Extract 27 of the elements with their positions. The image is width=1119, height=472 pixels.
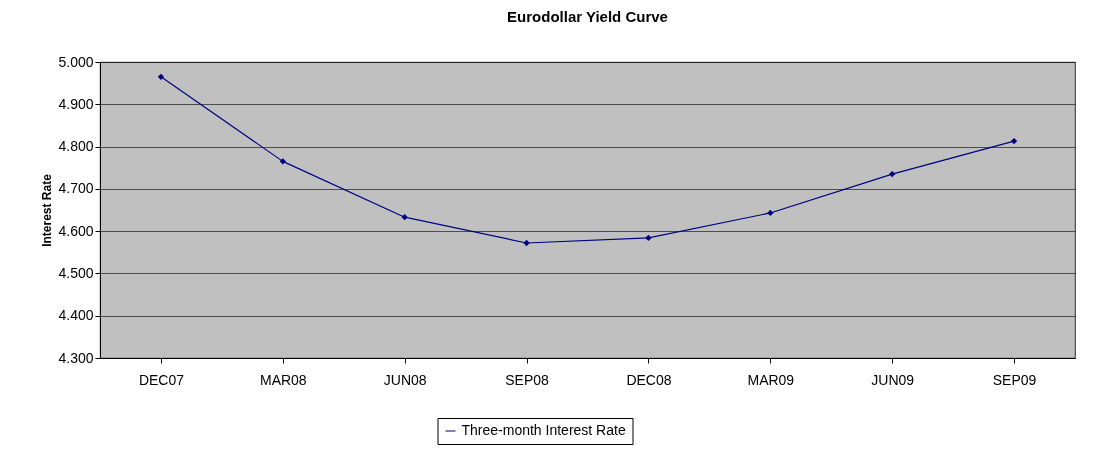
x-tick-label: SEP08 (505, 371, 550, 388)
y-tick-label: 5.000 (58, 53, 94, 70)
x-tick-label: MAR09 (747, 371, 795, 388)
y-tick-label: 4.300 (58, 349, 94, 366)
point (401, 214, 408, 221)
y-tick-label: 4.700 (58, 180, 94, 197)
point (1010, 137, 1018, 145)
point (889, 170, 896, 178)
x-tick-label: JUN08 (383, 371, 427, 388)
x-tick-label: SEP09 (992, 371, 1037, 388)
x-tick-label: JUN09 (871, 371, 915, 388)
point (645, 234, 652, 242)
point (279, 158, 286, 165)
y-tick-label: 4.900 (58, 95, 94, 112)
y-tick-label: 4.400 (58, 307, 94, 324)
y-tick-label: 4.600 (58, 222, 94, 239)
chart-title: Eurodollar Yield Curve (507, 8, 668, 25)
y-axis-title: Interest Rate (40, 173, 55, 247)
point (767, 209, 774, 217)
x-tick-label: DEC08 (626, 371, 672, 388)
legend-label: Three-month Interest Rate (461, 422, 626, 438)
x-tick-label: MAR08 (259, 371, 307, 388)
y-tick-label: 4.500 (58, 264, 94, 281)
x-tick-label: DEC07 (138, 371, 185, 388)
point (157, 73, 165, 80)
y-tick-label: 4.800 (58, 138, 94, 155)
point (523, 239, 530, 247)
